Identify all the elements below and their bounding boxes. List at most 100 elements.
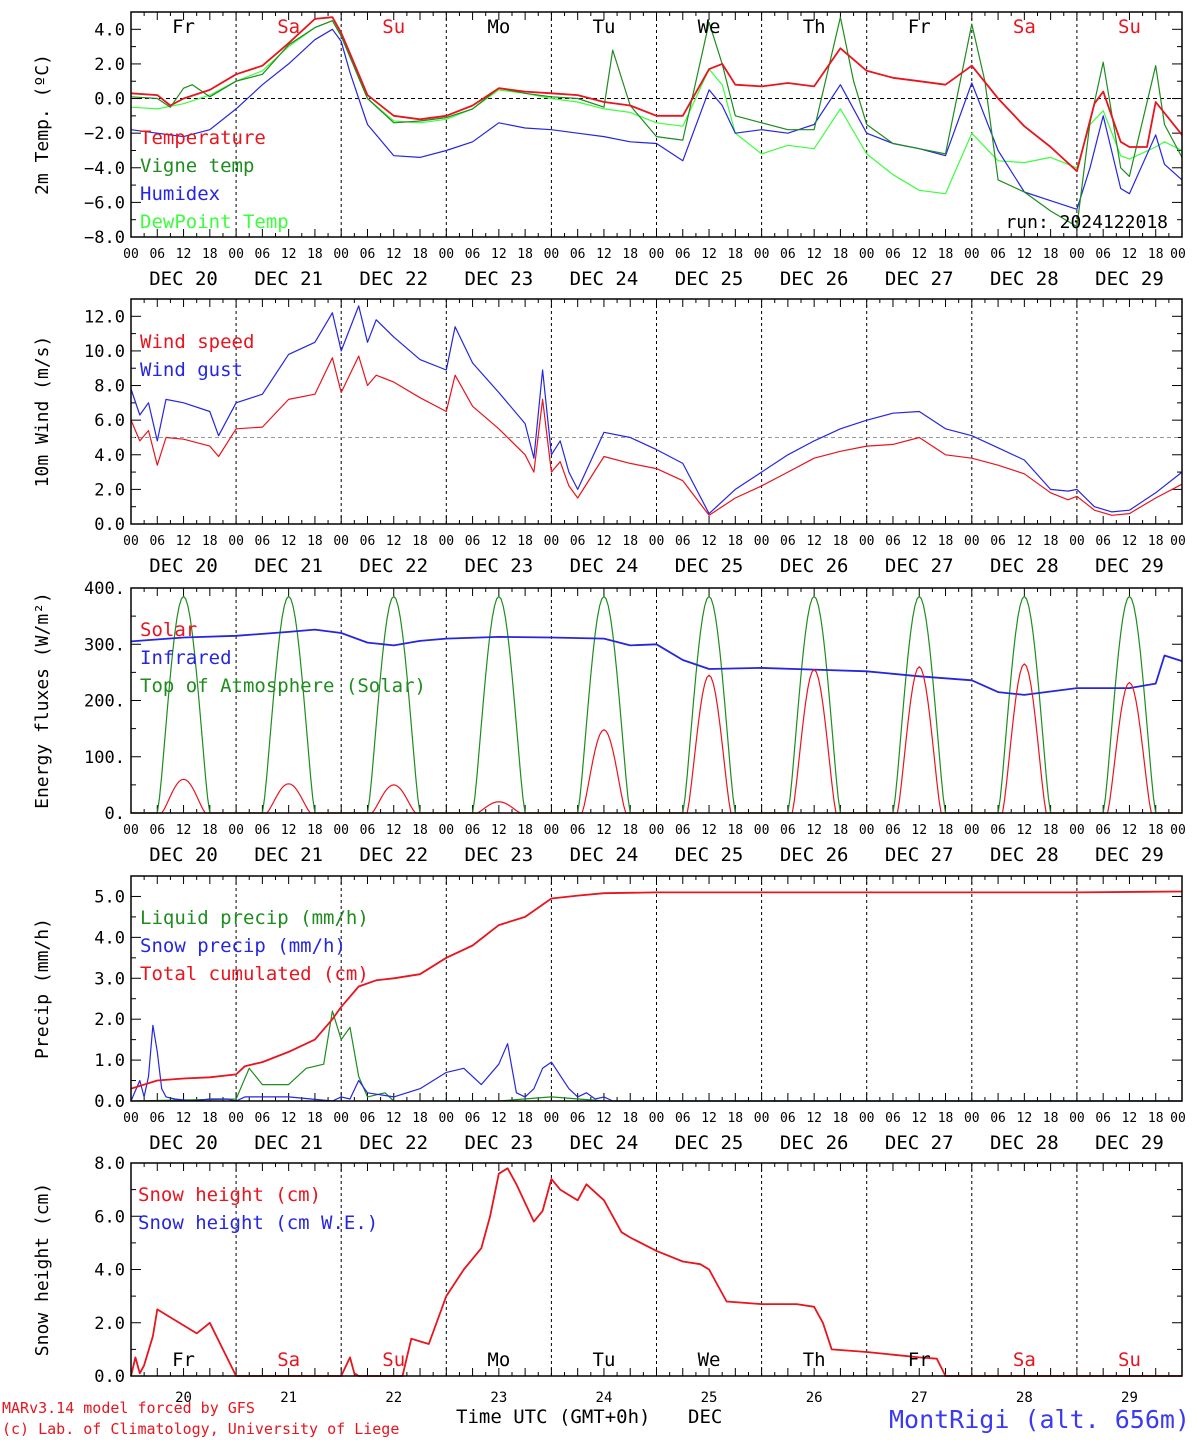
hour-tick-label: 18 (1148, 534, 1164, 549)
hour-tick-label: 12 (491, 534, 507, 549)
legend-toa-solar: Top of Atmosphere (Solar) (140, 675, 426, 697)
weekday-label: Fr (172, 1349, 195, 1371)
hour-tick-label: 06 (990, 823, 1006, 838)
date-label: DEC 27 (885, 1132, 954, 1154)
hour-tick-label: 18 (202, 534, 218, 549)
day-number-label: 29 (1121, 1390, 1138, 1406)
weekday-label: Su (382, 16, 405, 38)
hour-tick-label: 06 (780, 247, 796, 262)
y-tick-label: 2.0 (94, 1314, 125, 1334)
date-label: DEC 24 (570, 555, 639, 577)
hour-tick-label: 00 (649, 823, 665, 838)
hour-tick-label: 00 (438, 823, 454, 838)
hour-tick-label: 18 (727, 247, 743, 262)
hour-tick-label: 00 (228, 1111, 244, 1126)
hour-tick-label: 18 (1043, 1111, 1059, 1126)
hour-tick-label: 18 (517, 823, 533, 838)
y-tick-label: 2.0 (94, 55, 125, 75)
y-tick-label: −6.0 (84, 193, 125, 213)
hour-tick-label: 12 (596, 823, 612, 838)
hour-tick-label: 06 (149, 247, 165, 262)
legend-snow-precip: Snow precip (mm/h) (140, 935, 346, 957)
date-label: DEC 24 (570, 844, 639, 866)
hour-tick-label: 12 (701, 534, 717, 549)
hour-tick-label: 18 (622, 823, 638, 838)
hour-tick-label: 18 (202, 823, 218, 838)
hour-tick-label: 06 (675, 823, 691, 838)
hour-tick-label: 06 (990, 247, 1006, 262)
hour-tick-label: 18 (307, 823, 323, 838)
hour-tick-label: 12 (806, 247, 822, 262)
hour-tick-label: 12 (386, 247, 402, 262)
plot-frame (130, 875, 1183, 1102)
date-label: DEC 21 (254, 555, 323, 577)
hour-tick-label: 12 (281, 534, 297, 549)
date-label: DEC 25 (675, 268, 744, 290)
weekday-label: Fr (908, 16, 931, 38)
hour-tick-label: 06 (1095, 823, 1111, 838)
hour-tick-label: 18 (727, 823, 743, 838)
y-tick-label: 0.0 (94, 90, 125, 110)
plot-frame (130, 587, 1183, 814)
hour-tick-label: 00 (859, 1111, 875, 1126)
date-label: DEC 23 (465, 844, 534, 866)
hour-tick-label: 18 (517, 534, 533, 549)
hour-tick-label: 18 (1043, 247, 1059, 262)
legend-infrared: Infrared (140, 647, 232, 669)
hour-tick-label: 00 (333, 823, 349, 838)
hour-tick-label: 06 (360, 534, 376, 549)
hour-tick-label: 00 (123, 247, 139, 262)
date-label: DEC 22 (359, 1132, 428, 1154)
day-number-label: 20 (175, 1390, 192, 1406)
hour-tick-label: 06 (465, 534, 481, 549)
legend-snow-height-we: Snow height (cm W.E.) (138, 1212, 378, 1234)
hour-tick-label: 18 (517, 1111, 533, 1126)
y-axis-label: Snow height (cm) (32, 1183, 53, 1356)
weekday-label: Tu (593, 1349, 616, 1371)
hour-tick-label: 00 (1069, 534, 1085, 549)
snow-height-panel: 0.0 2.0 4.0 6.0 8.0 Snow height (cm) Fr Sa Su Mo T… (32, 1154, 1183, 1406)
hour-tick-label: 00 (649, 534, 665, 549)
series-wind-speed (130, 355, 1183, 516)
plot-frame (130, 11, 1183, 238)
date-label: DEC 22 (359, 844, 428, 866)
hour-tick-label: 12 (1017, 247, 1033, 262)
weekday-label: Fr (908, 1349, 931, 1371)
hour-tick-label: 12 (1017, 534, 1033, 549)
hour-tick-label: 18 (1043, 534, 1059, 549)
date-label: DEC 29 (1095, 844, 1164, 866)
series-temperature (130, 16, 1183, 173)
date-label: DEC 26 (780, 1132, 849, 1154)
hour-tick-label: 00 (964, 1111, 980, 1126)
hour-tick-label: 06 (675, 1111, 691, 1126)
hour-tick-label: 12 (596, 1111, 612, 1126)
hour-tick-label: 18 (833, 1111, 849, 1126)
hour-tick-label: 12 (386, 1111, 402, 1126)
hour-tick-label: 12 (806, 1111, 822, 1126)
date-label: DEC 26 (780, 844, 849, 866)
hour-tick-label: 12 (1122, 823, 1138, 838)
legend-vigne-temp: Vigne temp (140, 155, 254, 177)
date-label: DEC 25 (675, 844, 744, 866)
y-tick-label: 400. (84, 579, 125, 599)
hour-tick-label: 18 (938, 1111, 954, 1126)
date-label: DEC 23 (465, 268, 534, 290)
y-tick-label: −2.0 (84, 124, 125, 144)
weekday-label: Mo (487, 16, 510, 38)
x-axis-label: Time UTC (GMT+0h) (456, 1406, 650, 1428)
legend-snow-height: Snow height (cm) (138, 1184, 321, 1206)
legend-wind-gust: Wind gust (140, 359, 243, 381)
hour-tick-label: 00 (754, 823, 770, 838)
plot-frame (130, 1162, 1183, 1377)
plot-frame (130, 298, 1183, 525)
hour-tick-label: 18 (1148, 247, 1164, 262)
date-label: DEC 20 (149, 555, 218, 577)
date-label: DEC 21 (254, 268, 323, 290)
series-wind-gust (130, 305, 1183, 515)
hour-tick-label: 12 (281, 823, 297, 838)
date-label: DEC 27 (885, 555, 954, 577)
hour-tick-label: 00 (1069, 823, 1085, 838)
wind-panel: 0.0 2.0 4.0 6.0 8.0 10.0 12.0 10m Wind (m/s) 00 0… (32, 298, 1186, 577)
hour-tick-label: 18 (517, 247, 533, 262)
